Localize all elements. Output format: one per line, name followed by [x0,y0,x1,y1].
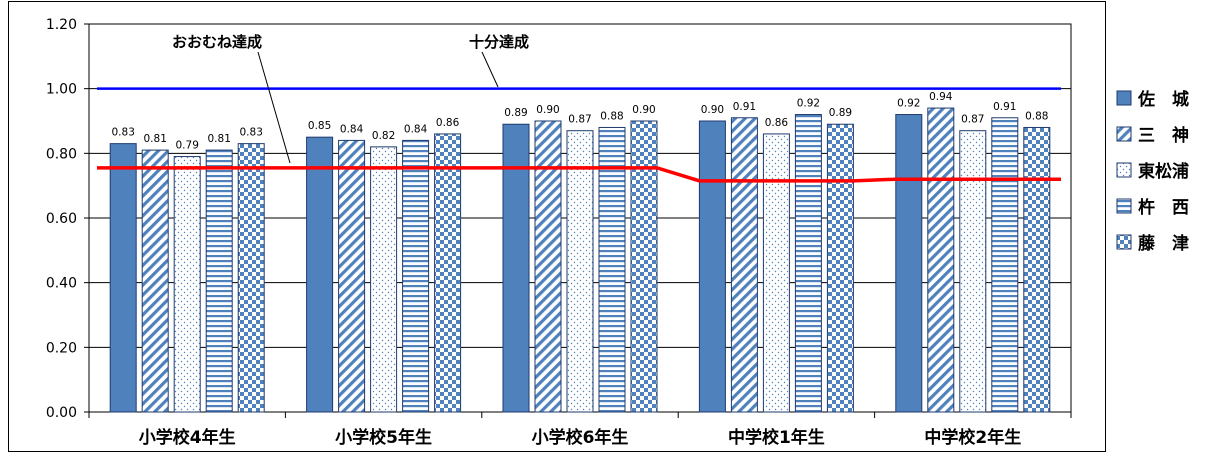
data-label: 0.91 [993,101,1016,113]
y-tick-label: 0.00 [46,405,77,421]
data-label: 0.90 [536,104,559,116]
data-label: 0.81 [144,133,167,145]
legend-swatch-solid [1116,90,1132,106]
y-tick-label: 1.20 [46,17,77,33]
y-tick-label: 1.00 [46,82,77,98]
data-label: 0.84 [340,123,364,135]
legend-swatch-checker [1116,234,1132,250]
x-tick-label: 小学校4年生 [139,427,236,448]
data-label: 0.88 [1025,110,1048,122]
data-labels: 0.83 0.85 0.89 0.90 0.92 0.81 0.84 0.90 0.91 0.94… [112,91,1049,152]
bar [991,117,1019,413]
data-label: 0.92 [897,98,920,110]
bar [434,133,462,413]
bar [630,120,658,413]
data-label: 0.86 [765,117,789,129]
bar [205,149,233,413]
legend-label: 佐 城 [1137,89,1189,110]
bar [959,130,987,413]
data-label: 0.86 [436,117,460,129]
data-label: 0.83 [240,127,263,139]
legend-label: 藤 津 [1138,233,1189,254]
bar [173,156,201,413]
data-label: 0.89 [504,107,527,119]
bar [794,114,822,413]
data-label: 0.94 [929,91,953,103]
x-axis-labels: 小学校4年生 小学校5年生 小学校6年生 中学校1年生 中学校2年生 [88,412,1072,448]
legend-label: 東松浦 [1138,161,1189,182]
legend-swatch-horizontal [1116,198,1132,214]
y-tick-label: 0.60 [46,211,77,227]
bar [566,130,594,413]
bar [826,123,854,413]
bar [598,126,626,413]
bar [402,139,430,413]
data-label: 0.91 [733,101,756,113]
bar [338,139,366,413]
legend: 佐 城 三 神 東松浦 杵 西 藤 津 [1116,89,1189,254]
bar [927,107,955,413]
y-tick-label: 0.20 [46,340,77,356]
bar [730,117,758,413]
legend-swatch-dots [1116,162,1132,178]
legend-swatch-diagonal [1116,126,1132,142]
data-label: 0.90 [632,104,655,116]
bar [502,123,530,413]
data-label: 0.88 [600,110,623,122]
y-tick-label: 0.80 [46,146,77,162]
reference-lines [97,87,1061,183]
bar [109,143,137,413]
annotation-leader-jubun [481,51,499,88]
y-axis-ticks: 0.00 0.20 0.40 0.60 0.80 1.00 1.20 [46,17,89,421]
data-label: 0.87 [961,114,984,126]
bar [306,136,334,413]
data-label: 0.92 [797,98,820,110]
legend-item-kinenishi: 杵 西 [1116,197,1189,218]
data-label: 0.79 [176,140,199,152]
data-label: 0.84 [404,123,428,135]
bar [895,114,923,413]
x-tick-label: 小学校6年生 [532,427,629,448]
annotation-leader-omune [257,51,291,164]
legend-label: 三 神 [1138,125,1189,146]
data-label: 0.83 [112,127,135,139]
reference-line-omune [97,166,1061,183]
legend-item-mikami: 三 神 [1116,125,1189,146]
bar [141,149,169,413]
bar [370,146,398,413]
legend-item-higashimatsuura: 東松浦 [1116,161,1189,182]
bar [237,143,265,413]
bar [1023,126,1051,413]
bar [534,120,562,413]
annotation-label-omune: おおむね達成 [172,33,262,51]
chart-border [8,1,1106,452]
data-label: 0.87 [568,114,591,126]
annotation-label-jubun: 十分達成 [469,33,529,51]
data-label: 0.90 [701,104,724,116]
y-tick-label: 0.40 [46,276,77,292]
bar [698,120,726,413]
bar [762,133,790,413]
legend-item-fujitsu: 藤 津 [1116,233,1189,254]
bars [109,107,1051,413]
legend-item-sajo: 佐 城 [1116,89,1189,110]
x-tick-label: 中学校2年生 [924,427,1021,448]
data-label: 0.81 [208,133,231,145]
x-tick-label: 小学校5年生 [335,427,432,448]
data-label: 0.82 [372,130,395,142]
x-tick-label: 中学校1年生 [728,427,825,448]
legend-label: 杵 西 [1138,197,1189,218]
data-label: 0.89 [829,107,852,119]
data-label: 0.85 [308,120,331,132]
